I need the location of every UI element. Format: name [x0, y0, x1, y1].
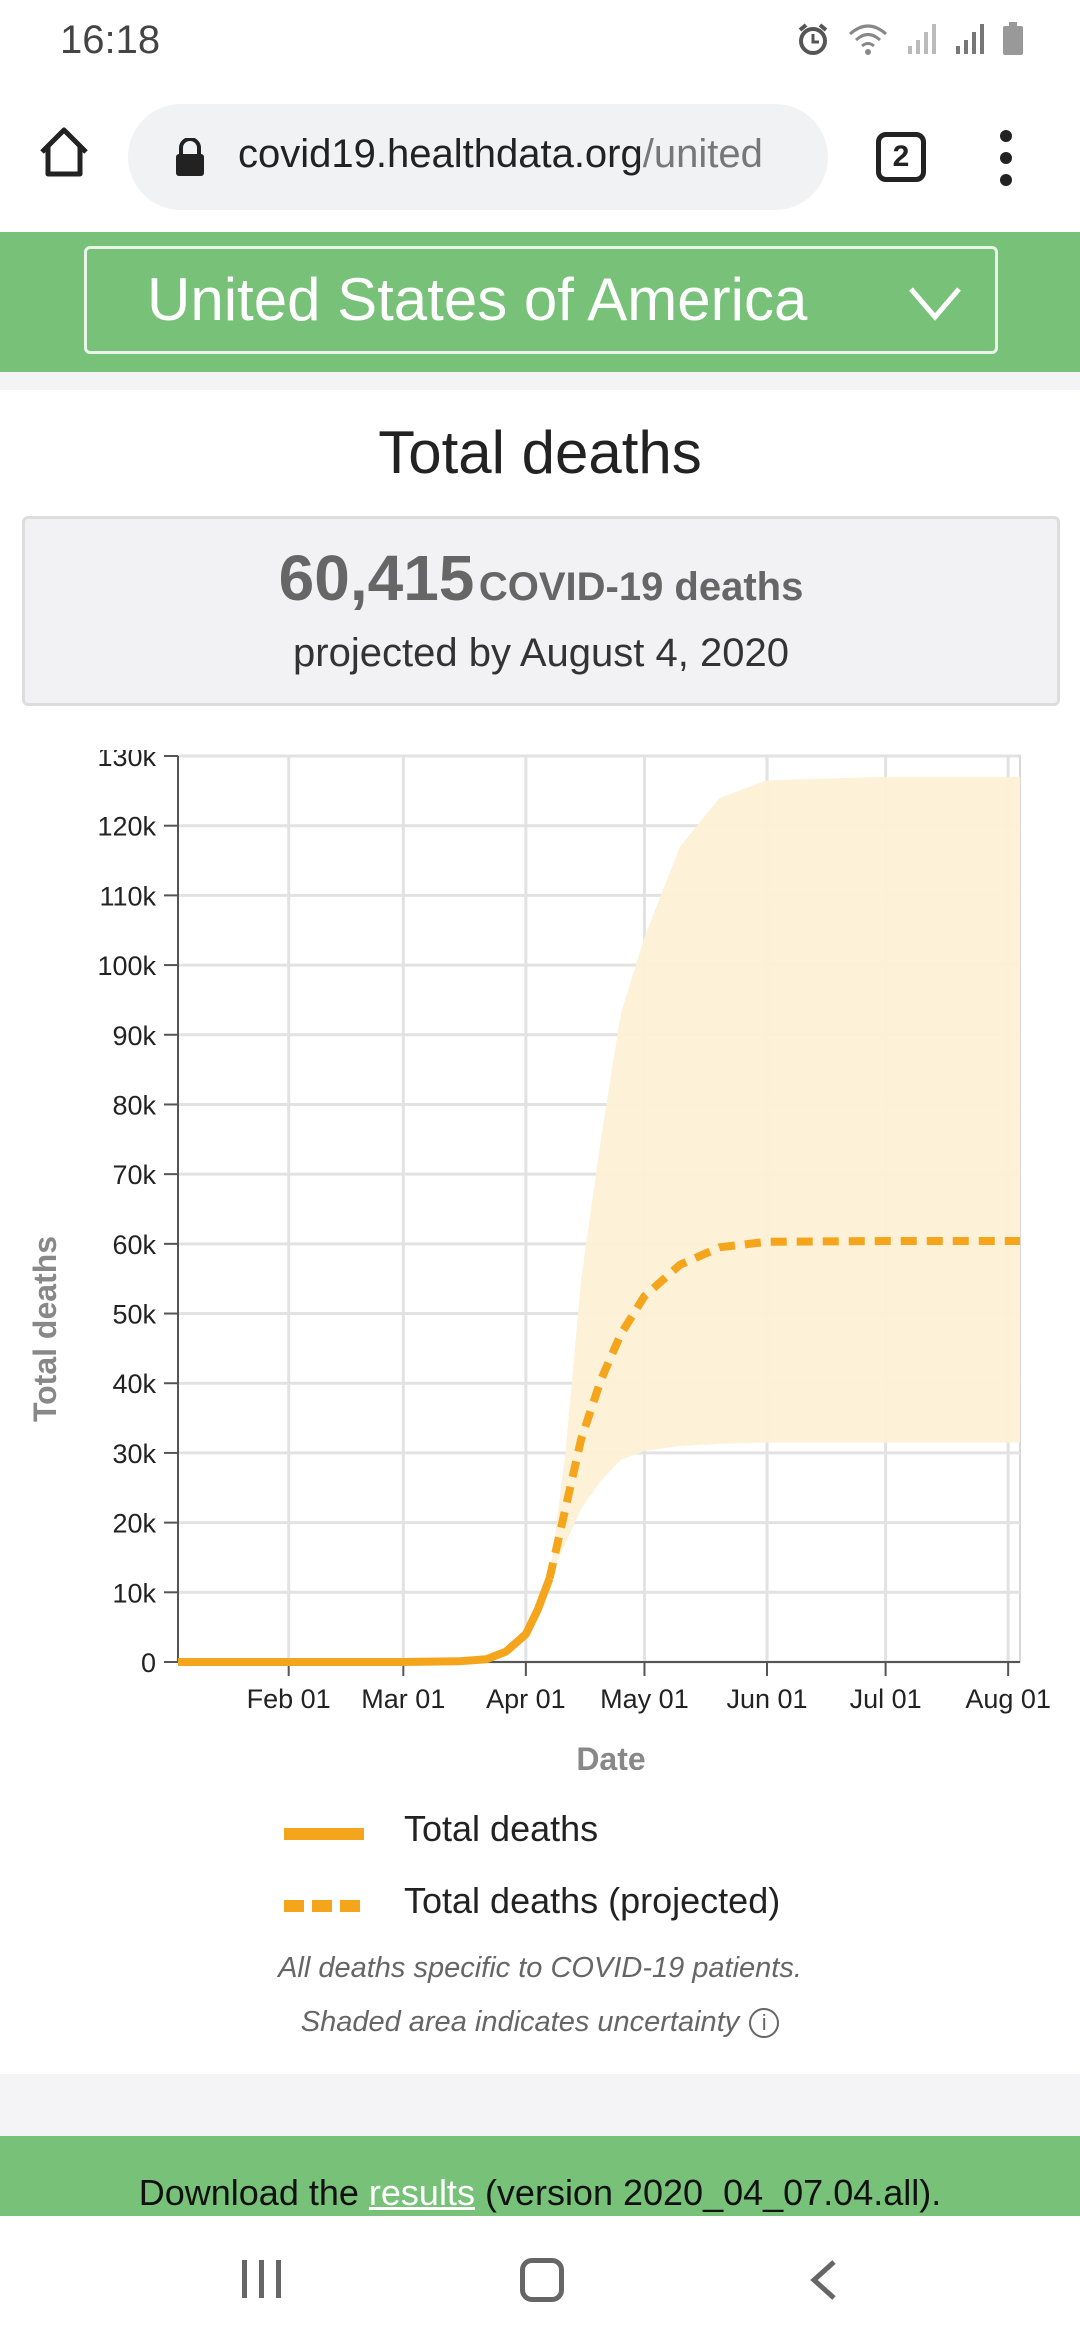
section-title: Total deaths: [378, 419, 702, 486]
x-tick-label: Apr 01: [486, 1684, 566, 1714]
location-selected: United States of America: [147, 266, 808, 333]
y-tick-label: 10k: [112, 1578, 156, 1608]
x-tick-label: May 01: [600, 1684, 689, 1714]
url-path: /united: [642, 132, 763, 176]
note-uncertainty-text: Shaded area indicates uncertainty: [300, 2006, 740, 2038]
download-suffix: (version 2020_04_07.04.all).: [474, 2172, 942, 2213]
y-tick-label: 90k: [112, 1021, 156, 1051]
total-deaths-chart: 0 10k 20k 30k 40k 50k 60k 70k 80k 90k 100k 110k 120k…: [27, 750, 1051, 1770]
uncertainty-band: [549, 776, 1020, 1579]
url-domain: covid19.healthdata.org: [238, 132, 643, 176]
system-nav-bar: [0, 2216, 1080, 2340]
note-uncertainty: Shaded area indicates uncertainty i: [0, 2006, 1080, 2039]
url-text: covid19.healthdata.org/united: [238, 132, 763, 177]
location-dropdown[interactable]: United States of America: [84, 246, 998, 354]
status-time: 16:18: [60, 18, 161, 62]
x-tick-label: Mar 01: [361, 1684, 445, 1714]
download-prefix: Download the: [138, 2172, 369, 2213]
y-tick-label: 40k: [112, 1369, 156, 1399]
chart-container: 0 10k 20k 30k 40k 50k 60k 70k 80k 90k 100k 110k 120k…: [0, 750, 1080, 1770]
total-deaths-card: Total deaths 60,415 COVID-19 deaths proj…: [0, 390, 1080, 2074]
signal-icon: [956, 24, 984, 54]
x-axis-label: Date: [576, 1741, 645, 1770]
back-icon[interactable]: [808, 2258, 838, 2302]
status-bar: 16:18: [0, 0, 1080, 84]
x-tick-label: Feb 01: [247, 1684, 331, 1714]
legend-swatch-solid: [284, 1828, 364, 1840]
y-tick-label: 20k: [112, 1509, 156, 1539]
y-tick-label: 80k: [112, 1090, 156, 1120]
summary-subtitle: projected by August 4, 2020: [293, 631, 789, 675]
x-tick-label: Aug 01: [965, 1684, 1051, 1714]
signal-icon: [908, 24, 936, 54]
location-band: United States of America: [0, 232, 1080, 372]
y-tick-label: 120k: [97, 812, 156, 842]
battery-icon: [1003, 22, 1023, 55]
y-axis-label: Total deaths: [27, 1236, 63, 1422]
y-tick-label: 30k: [112, 1439, 156, 1469]
chevron-down-icon: [909, 287, 961, 321]
summary-unit: COVID-19 deaths: [478, 565, 804, 609]
y-tick-label: 50k: [112, 1300, 156, 1330]
nav-home-icon[interactable]: [520, 2258, 564, 2302]
x-tick-label: Jul 01: [850, 1684, 922, 1714]
main-content: Total deaths 60,415 COVID-19 deaths proj…: [0, 372, 1080, 2142]
y-tick-label: 60k: [112, 1230, 156, 1260]
summary-box: 60,415 COVID-19 deaths projected by Augu…: [22, 516, 1060, 706]
recent-apps-icon[interactable]: [238, 2258, 286, 2300]
status-icons: [796, 22, 1024, 56]
lock-icon: [176, 138, 204, 176]
y-tick-label: 130k: [97, 750, 156, 772]
download-text: Download the results (version 2020_04_07…: [0, 2172, 1080, 2214]
summary-number: 60,415: [278, 542, 475, 614]
note-deaths: All deaths specific to COVID-19 patients…: [278, 1952, 802, 1984]
legend-swatch-dashed: [284, 1900, 364, 1912]
address-bar[interactable]: covid19.healthdata.org/united: [128, 104, 828, 210]
summary-headline: 60,415 COVID-19 deaths: [25, 541, 1057, 615]
y-tick-label: 100k: [97, 951, 156, 981]
wifi-icon: [849, 24, 887, 55]
download-band: Download the results (version 2020_04_07…: [0, 2136, 1080, 2216]
results-link[interactable]: results: [368, 2172, 475, 2213]
y-tick-label: 70k: [112, 1160, 156, 1190]
legend-label-projected: Total deaths (projected): [404, 1880, 781, 1921]
tab-switcher-button[interactable]: 2: [876, 132, 926, 182]
x-tick-label: Jun 01: [726, 1684, 807, 1714]
y-tick-label: 0: [141, 1648, 156, 1678]
more-options-icon[interactable]: [996, 128, 1016, 188]
legend-label-actual: Total deaths: [404, 1808, 599, 1849]
alarm-icon: [798, 23, 828, 55]
info-icon[interactable]: i: [749, 2008, 780, 2039]
browser-toolbar: covid19.healthdata.org/united 2: [0, 84, 1080, 232]
home-icon[interactable]: [36, 124, 92, 180]
y-tick-label: 110k: [99, 881, 156, 911]
